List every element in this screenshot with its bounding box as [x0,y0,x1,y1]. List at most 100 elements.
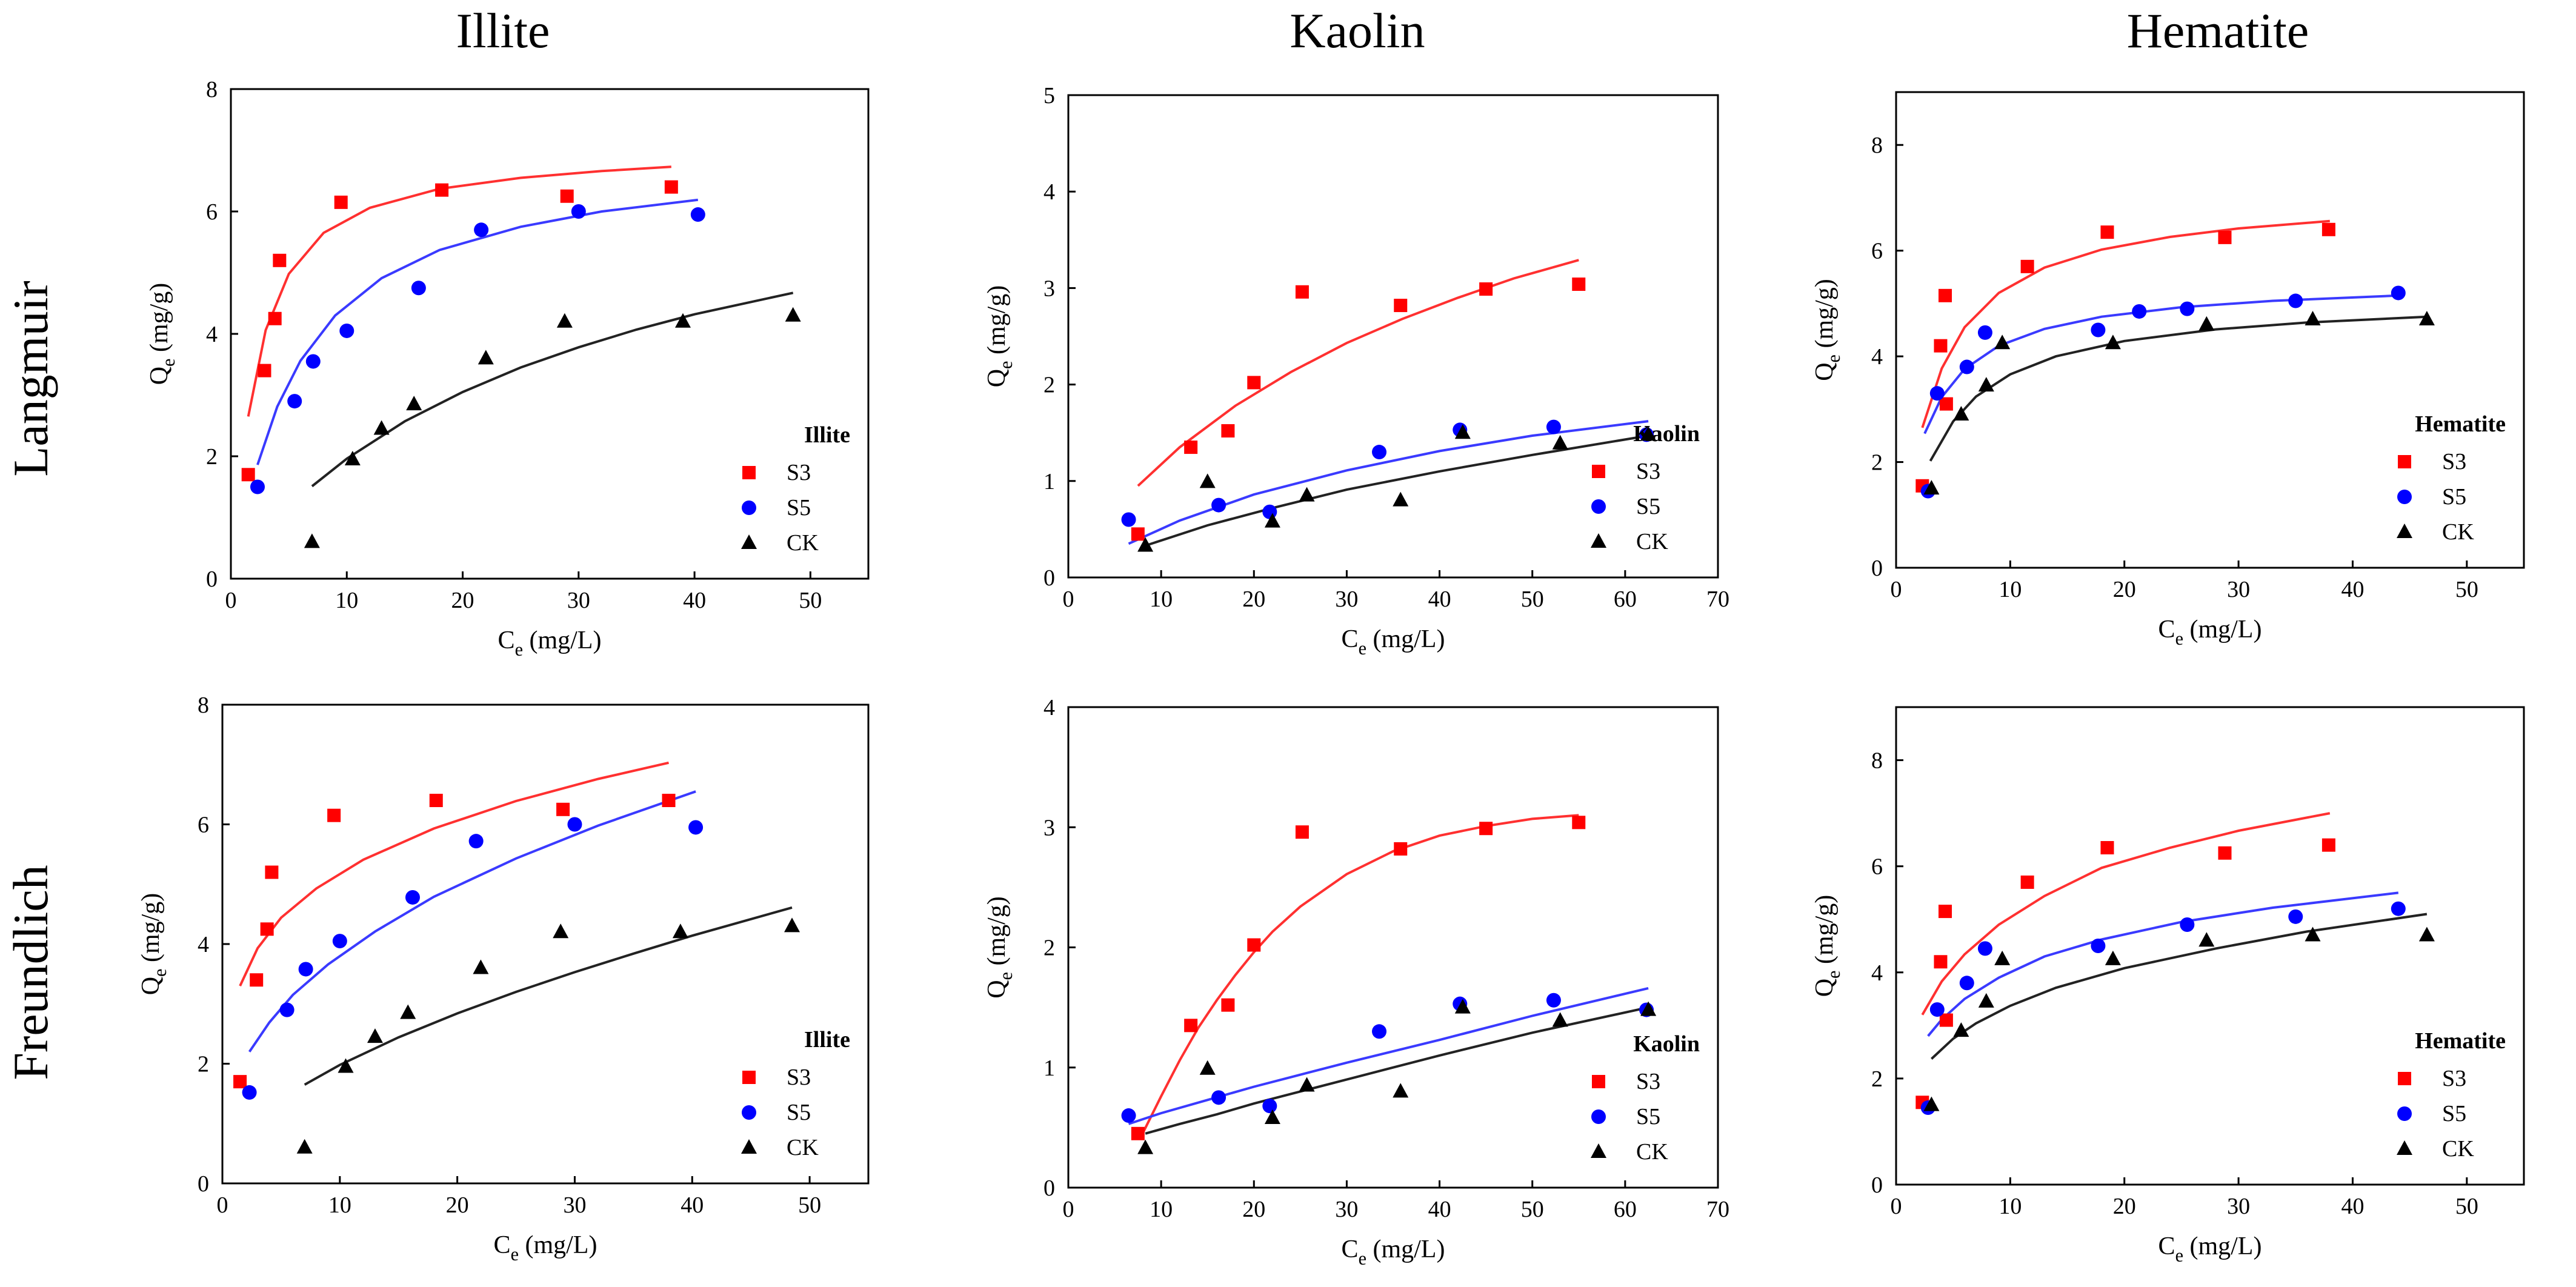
y-tick-label: 6 [198,813,209,838]
data-point-ck [1923,1096,1940,1111]
y-tick-label: 4 [1871,960,1883,986]
x-tick-label: 30 [1335,1197,1358,1222]
legend-label-s3: S3 [1636,1069,1660,1094]
data-point-s5 [242,1085,257,1100]
data-point-s5 [1959,976,1974,991]
x-axis-label: Ce (mg/L) [498,627,602,660]
data-point-ck [2105,334,2121,350]
column-title-kaolin: Kaolin [1290,3,1425,58]
legend-title: Illite [804,1027,850,1053]
x-tick-label: 30 [2227,577,2250,602]
y-tick-label: 6 [1871,239,1883,264]
x-tick-label: 10 [1999,1194,2022,1219]
legend-marker-s5 [2397,490,2412,504]
y-tick-label: 4 [206,322,218,347]
legend-label-ck: CK [2442,519,2474,545]
data-point-ck [1393,491,1409,507]
y-tick-label: 0 [1871,1172,1883,1198]
x-tick-label: 20 [2113,577,2136,602]
data-point-s5 [688,820,704,835]
legend-marker-s5 [742,1105,756,1120]
data-point-s3 [664,180,678,194]
data-point-s3 [334,195,348,209]
data-point-s5 [2288,909,2303,924]
data-point-s3 [2218,846,2232,860]
plot-frame [1895,706,2525,1186]
y-tick-label: 6 [206,199,218,225]
legend-label-s5: S5 [2442,1101,2466,1126]
x-tick-label: 60 [1614,587,1637,612]
data-point-s5 [287,394,302,409]
data-point-s3 [1394,842,1408,856]
x-tick-label: 40 [683,588,706,613]
data-point-s5 [567,817,582,832]
x-tick-label: 20 [1242,1197,1265,1222]
data-point-ck [1299,487,1315,502]
fit-line-s5 [1128,420,1649,545]
legend-marker-s5 [742,501,756,515]
data-point-s3 [2321,838,2335,852]
data-point-s3 [258,364,271,377]
y-axis-label: Qe (mg/g) [1811,279,1844,381]
legend-marker-s3 [742,466,756,479]
x-tick-label: 30 [1335,587,1358,612]
data-point-ck [400,1004,416,1019]
x-tick-label: 0 [217,1192,228,1218]
x-tick-label: 20 [2113,1194,2136,1219]
y-tick-label: 6 [1871,854,1883,880]
data-point-ck [1137,1139,1154,1154]
y-tick-label: 4 [1871,344,1883,370]
y-tick-label: 1 [1043,1056,1055,1081]
x-tick-label: 50 [798,1192,821,1218]
data-point-s5 [332,934,347,949]
data-point-ck [1640,426,1657,441]
data-point-ck [1953,1022,1969,1037]
fit-line-s5 [1923,294,2398,434]
panel-hematite-freundlich: 0 10 20 30 40 50 0 2 4 6 8 Ce (mg/L) Qe (mg/g) Hemati… [1811,706,2525,1266]
x-tick-label: 0 [1891,1194,1902,1219]
data-point-ck [2305,311,2321,326]
data-point-ck [406,396,422,411]
y-tick-label: 8 [206,77,218,102]
legend-label-s5: S5 [1636,1104,1660,1129]
data-point-s5 [1262,504,1277,519]
x-tick-label: 20 [446,1192,469,1218]
fit-line-s3 [1921,219,2330,428]
data-point-s5 [1929,386,1945,401]
x-tick-label: 60 [1614,1197,1637,1222]
data-point-s3 [435,183,449,197]
data-point-s3 [1479,282,1493,296]
y-tick-label: 8 [1871,748,1883,774]
x-tick-label: 10 [1150,587,1173,612]
data-point-s3 [1247,376,1261,390]
data-point-s3 [1184,441,1198,454]
data-point-s3 [1184,1019,1198,1033]
data-point-s3 [1221,424,1235,438]
x-tick-label: 20 [1242,587,1265,612]
data-point-s5 [411,281,426,296]
data-point-ck [296,1139,313,1154]
data-point-ck [1994,334,2011,350]
y-tick-label: 3 [1043,276,1055,301]
data-point-s3 [1131,527,1145,541]
data-point-ck [344,451,361,466]
data-point-ck [1953,406,1969,421]
x-tick-label: 0 [1063,587,1074,612]
data-point-ck [1454,424,1471,439]
data-point-s3 [1939,1013,1953,1027]
plot-frame [1067,94,1719,579]
legend-marker-ck [2397,524,2412,538]
data-point-ck [2418,311,2435,326]
data-point-s5 [1929,1002,1945,1017]
data-point-s3 [1394,299,1408,313]
y-tick-label: 2 [1043,373,1055,398]
data-point-s5 [298,962,313,977]
data-point-s3 [1934,955,1948,969]
data-point-s5 [405,890,420,905]
legend-label-ck: CK [787,1135,819,1160]
data-point-s3 [250,973,264,987]
data-point-s5 [1211,497,1226,513]
data-point-ck [1199,1060,1216,1075]
data-point-s5 [2180,301,2195,316]
fit-line-s5 [1128,986,1649,1125]
